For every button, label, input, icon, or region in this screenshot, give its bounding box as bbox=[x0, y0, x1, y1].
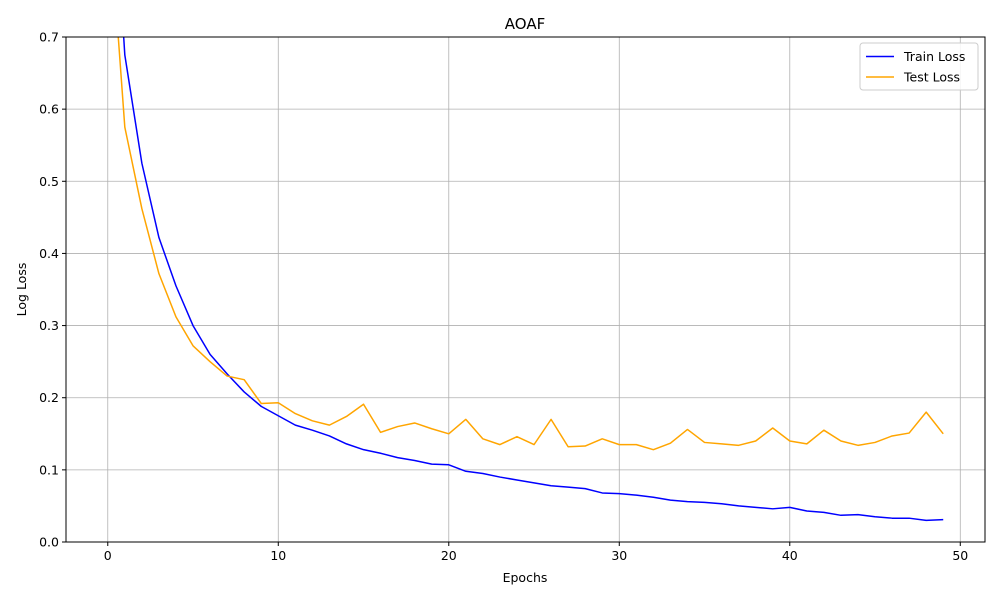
y-tick-label: 0.0 bbox=[39, 535, 59, 550]
y-axis: 0.0 0.1 0.2 0.3 0.4 0.5 0.6 0.7 bbox=[39, 30, 66, 550]
legend-label-test-loss: Test Loss bbox=[903, 70, 960, 85]
x-axis-label: Epochs bbox=[503, 570, 548, 585]
chart-title: AOAF bbox=[505, 15, 545, 33]
y-tick-label: 0.5 bbox=[39, 174, 59, 189]
legend-box bbox=[859, 42, 979, 91]
legend: Train Loss Test Loss bbox=[859, 42, 979, 91]
y-tick-label: 0.7 bbox=[39, 30, 59, 45]
series-line-test-loss bbox=[117, 37, 944, 451]
x-axis: 0 10 20 30 40 50 bbox=[104, 542, 968, 563]
y-tick-label: 0.1 bbox=[39, 462, 59, 477]
series-layer bbox=[117, 37, 944, 522]
x-tick-label: 0 bbox=[104, 548, 112, 563]
plot-frame bbox=[65, 36, 986, 543]
x-tick-label: 50 bbox=[952, 548, 968, 563]
grid bbox=[66, 36, 985, 543]
legend-label-train-loss: Train Loss bbox=[903, 49, 965, 64]
series-line-train-loss bbox=[122, 37, 944, 522]
x-tick-label: 10 bbox=[270, 548, 286, 563]
y-tick-label: 0.2 bbox=[39, 390, 59, 405]
y-axis-label: Log Loss bbox=[14, 263, 29, 317]
x-tick-label: 20 bbox=[441, 548, 457, 563]
x-tick-label: 30 bbox=[611, 548, 627, 563]
y-tick-label: 0.3 bbox=[39, 318, 59, 333]
y-tick-label: 0.6 bbox=[39, 102, 59, 117]
x-tick-label: 40 bbox=[782, 548, 798, 563]
y-tick-label: 0.4 bbox=[39, 246, 59, 261]
